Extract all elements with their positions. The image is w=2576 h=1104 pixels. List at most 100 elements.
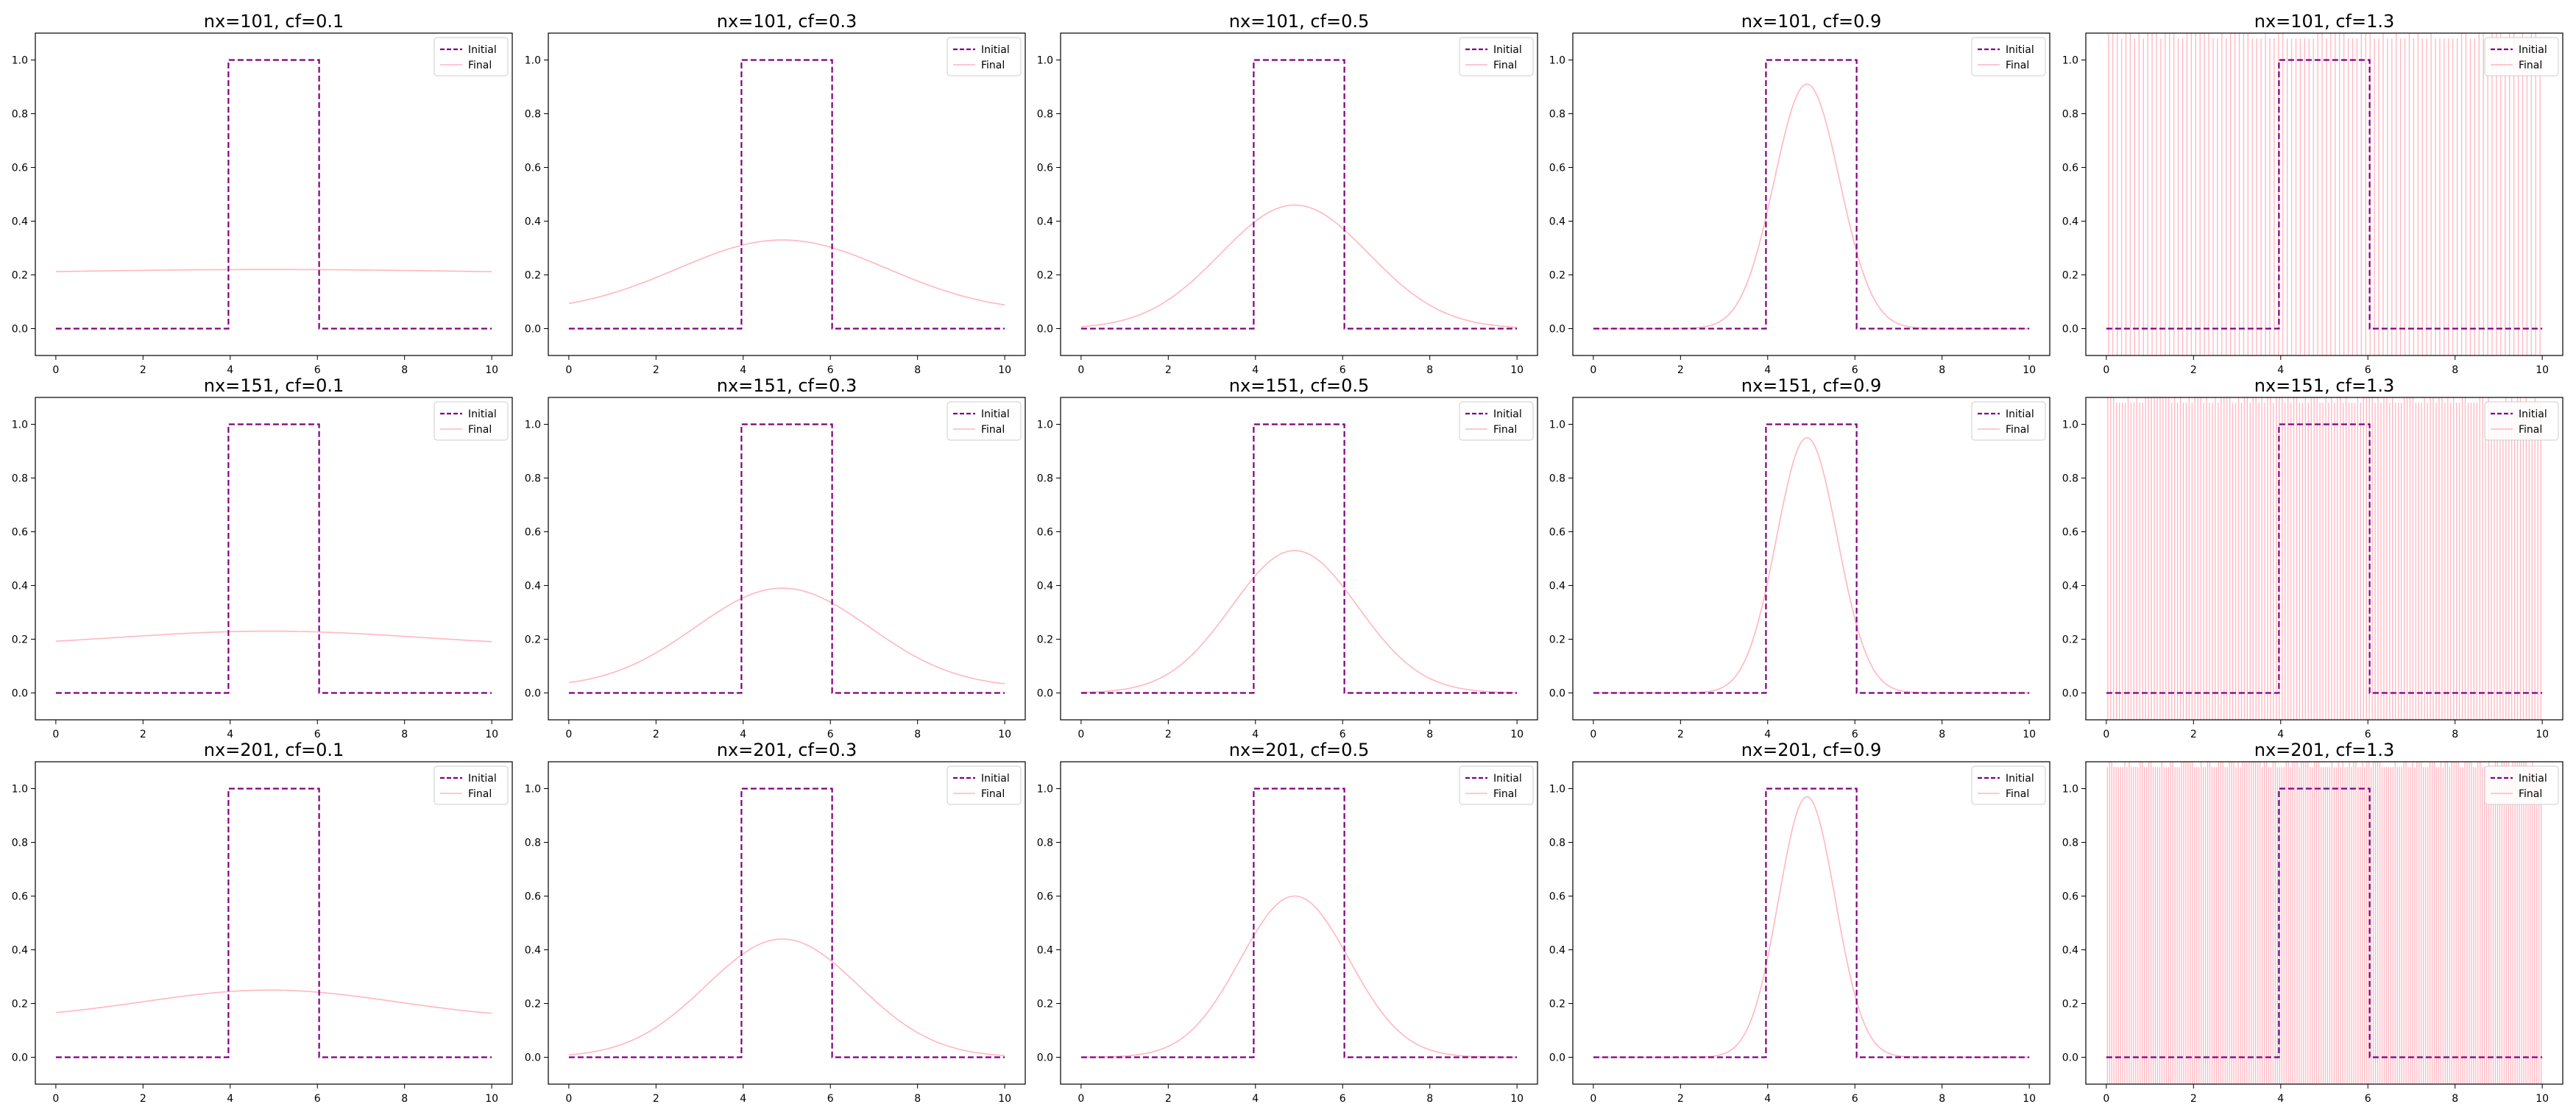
subplot-title: nx=151, cf=0.5: [1229, 375, 1370, 396]
x-tick-label: 8: [914, 729, 921, 740]
x-tick-label: 2: [1165, 729, 1172, 740]
x-tick-label: 8: [914, 364, 921, 376]
legend-box: [434, 401, 509, 441]
x-tick-label: 0: [52, 364, 59, 376]
y-tick-label: 1.0: [1549, 784, 1565, 796]
x-tick-label: 0: [565, 1093, 572, 1104]
axes-frame: [35, 32, 513, 356]
x-tick-label: 0: [2103, 364, 2109, 376]
x-tick-label: 8: [1939, 1093, 1945, 1104]
y-tick-label: 0.4: [2062, 945, 2078, 957]
initial-line: [568, 423, 1005, 694]
x-tick-label: 10: [1510, 1093, 1524, 1104]
y-tick-label: 0.0: [1549, 324, 1565, 336]
legend-label-final: Final: [468, 60, 492, 71]
x-tick-label: 0: [1078, 729, 1084, 740]
legend-box: [2484, 401, 2559, 441]
final-line: [55, 269, 492, 272]
legend-box: [1459, 37, 1534, 77]
y-tick-label: 0.4: [1037, 581, 1053, 592]
x-tick-label: 8: [2452, 729, 2458, 740]
legend-box: [2484, 37, 2559, 77]
x-tick-label: 0: [1590, 1093, 1596, 1104]
y-tick-label: 0.2: [2062, 634, 2078, 646]
final-line: [1080, 550, 1518, 693]
plot-area: [1593, 423, 2030, 694]
x-tick-label: 8: [1939, 364, 1945, 376]
y-tick-label: 0.8: [1549, 473, 1565, 485]
x-tick-label: 10: [2023, 364, 2036, 376]
legend-label-initial: Initial: [2519, 408, 2547, 420]
y-tick-label: 0.4: [12, 945, 28, 957]
x-tick-label: 4: [2277, 729, 2284, 740]
y-tick-label: 0.4: [1037, 945, 1053, 957]
y-tick-label: 0.0: [525, 324, 541, 336]
initial-line: [1593, 423, 2030, 694]
x-tick-label: 2: [653, 1093, 659, 1104]
legend-label-initial: Initial: [468, 408, 497, 420]
x-tick-label: 10: [485, 364, 498, 376]
subplot-title: nx=101, cf=0.1: [204, 11, 344, 32]
x-tick-label: 6: [2365, 364, 2371, 376]
y-tick-label: 0.6: [525, 163, 541, 174]
legend: Initial Final: [1971, 401, 2046, 441]
axes-frame: [1572, 761, 2050, 1085]
subplot: nx=101, cf=0.5 0 2 4 6 8 10 0.0 0.2 0.4 0.6 0.8 1.0 I…: [1037, 11, 1538, 376]
x-tick-label: 6: [827, 729, 834, 740]
subplot-title: nx=201, cf=0.9: [1741, 740, 1882, 760]
x-tick-label: 0: [2103, 1093, 2109, 1104]
legend-label-final: Final: [468, 788, 492, 800]
plot-area: [2106, 397, 2543, 720]
y-tick-label: 0.6: [1549, 527, 1565, 539]
legend-label-initial: Initial: [981, 44, 1010, 56]
y-tick-label: 0.6: [1037, 163, 1053, 174]
y-tick-label: 0.2: [12, 999, 28, 1011]
y-tick-label: 0.2: [525, 270, 541, 282]
axes-frame: [2085, 397, 2563, 721]
legend-box: [1971, 37, 2046, 77]
legend-label-final: Final: [981, 424, 1005, 436]
legend-box: [1459, 765, 1534, 805]
subplot: nx=201, cf=0.1 0 2 4 6 8 10 0.0 0.2 0.4 0.6 0.8 1.0 I…: [12, 740, 513, 1104]
y-tick-label: 0.4: [525, 581, 541, 592]
y-tick-label: 0.6: [1549, 891, 1565, 903]
x-tick-label: 6: [314, 364, 321, 376]
y-tick-label: 0.2: [1037, 999, 1053, 1011]
y-tick-label: 0.4: [2062, 216, 2078, 228]
legend-box: [1971, 765, 2046, 805]
y-tick-label: 0.2: [1549, 634, 1565, 646]
x-tick-label: 8: [401, 364, 408, 376]
y-tick-label: 0.6: [525, 891, 541, 903]
y-tick-label: 0.2: [2062, 270, 2078, 282]
x-tick-label: 4: [1764, 729, 1771, 740]
y-tick-label: 0.8: [525, 473, 541, 485]
x-tick-label: 8: [2452, 1093, 2458, 1104]
legend-label-initial: Initial: [1493, 408, 1522, 420]
legend-label-initial: Initial: [1493, 773, 1522, 785]
legend: Initial Final: [946, 37, 1022, 77]
subplot: nx=151, cf=0.3 0 2 4 6 8 10 0.0 0.2 0.4 0.6 0.8 1.0 I…: [525, 375, 1026, 740]
subplot-title: nx=151, cf=0.3: [717, 375, 857, 396]
x-tick-label: 2: [140, 1093, 146, 1104]
legend-box: [2484, 765, 2559, 805]
y-tick-label: 0.4: [525, 216, 541, 228]
x-tick-label: 6: [1852, 1093, 1858, 1104]
plot-area: [1593, 59, 2030, 330]
y-tick-label: 0.4: [1037, 216, 1053, 228]
plot-area: [568, 423, 1005, 694]
legend: Initial Final: [1971, 37, 2046, 77]
final-line: [568, 587, 1005, 684]
y-tick-label: 0.2: [12, 270, 28, 282]
x-tick-label: 0: [1590, 729, 1596, 740]
y-tick-label: 0.6: [2062, 163, 2078, 174]
final-line: [568, 938, 1005, 1056]
legend-label-initial: Initial: [981, 408, 1010, 420]
legend-box: [434, 37, 509, 77]
legend-label-final: Final: [981, 788, 1005, 800]
x-tick-label: 0: [1078, 364, 1084, 376]
y-tick-label: 0.8: [525, 838, 541, 849]
initial-line: [55, 59, 492, 330]
x-tick-label: 0: [1590, 364, 1596, 376]
legend-label-final: Final: [2006, 60, 2029, 71]
x-tick-label: 0: [52, 1093, 59, 1104]
